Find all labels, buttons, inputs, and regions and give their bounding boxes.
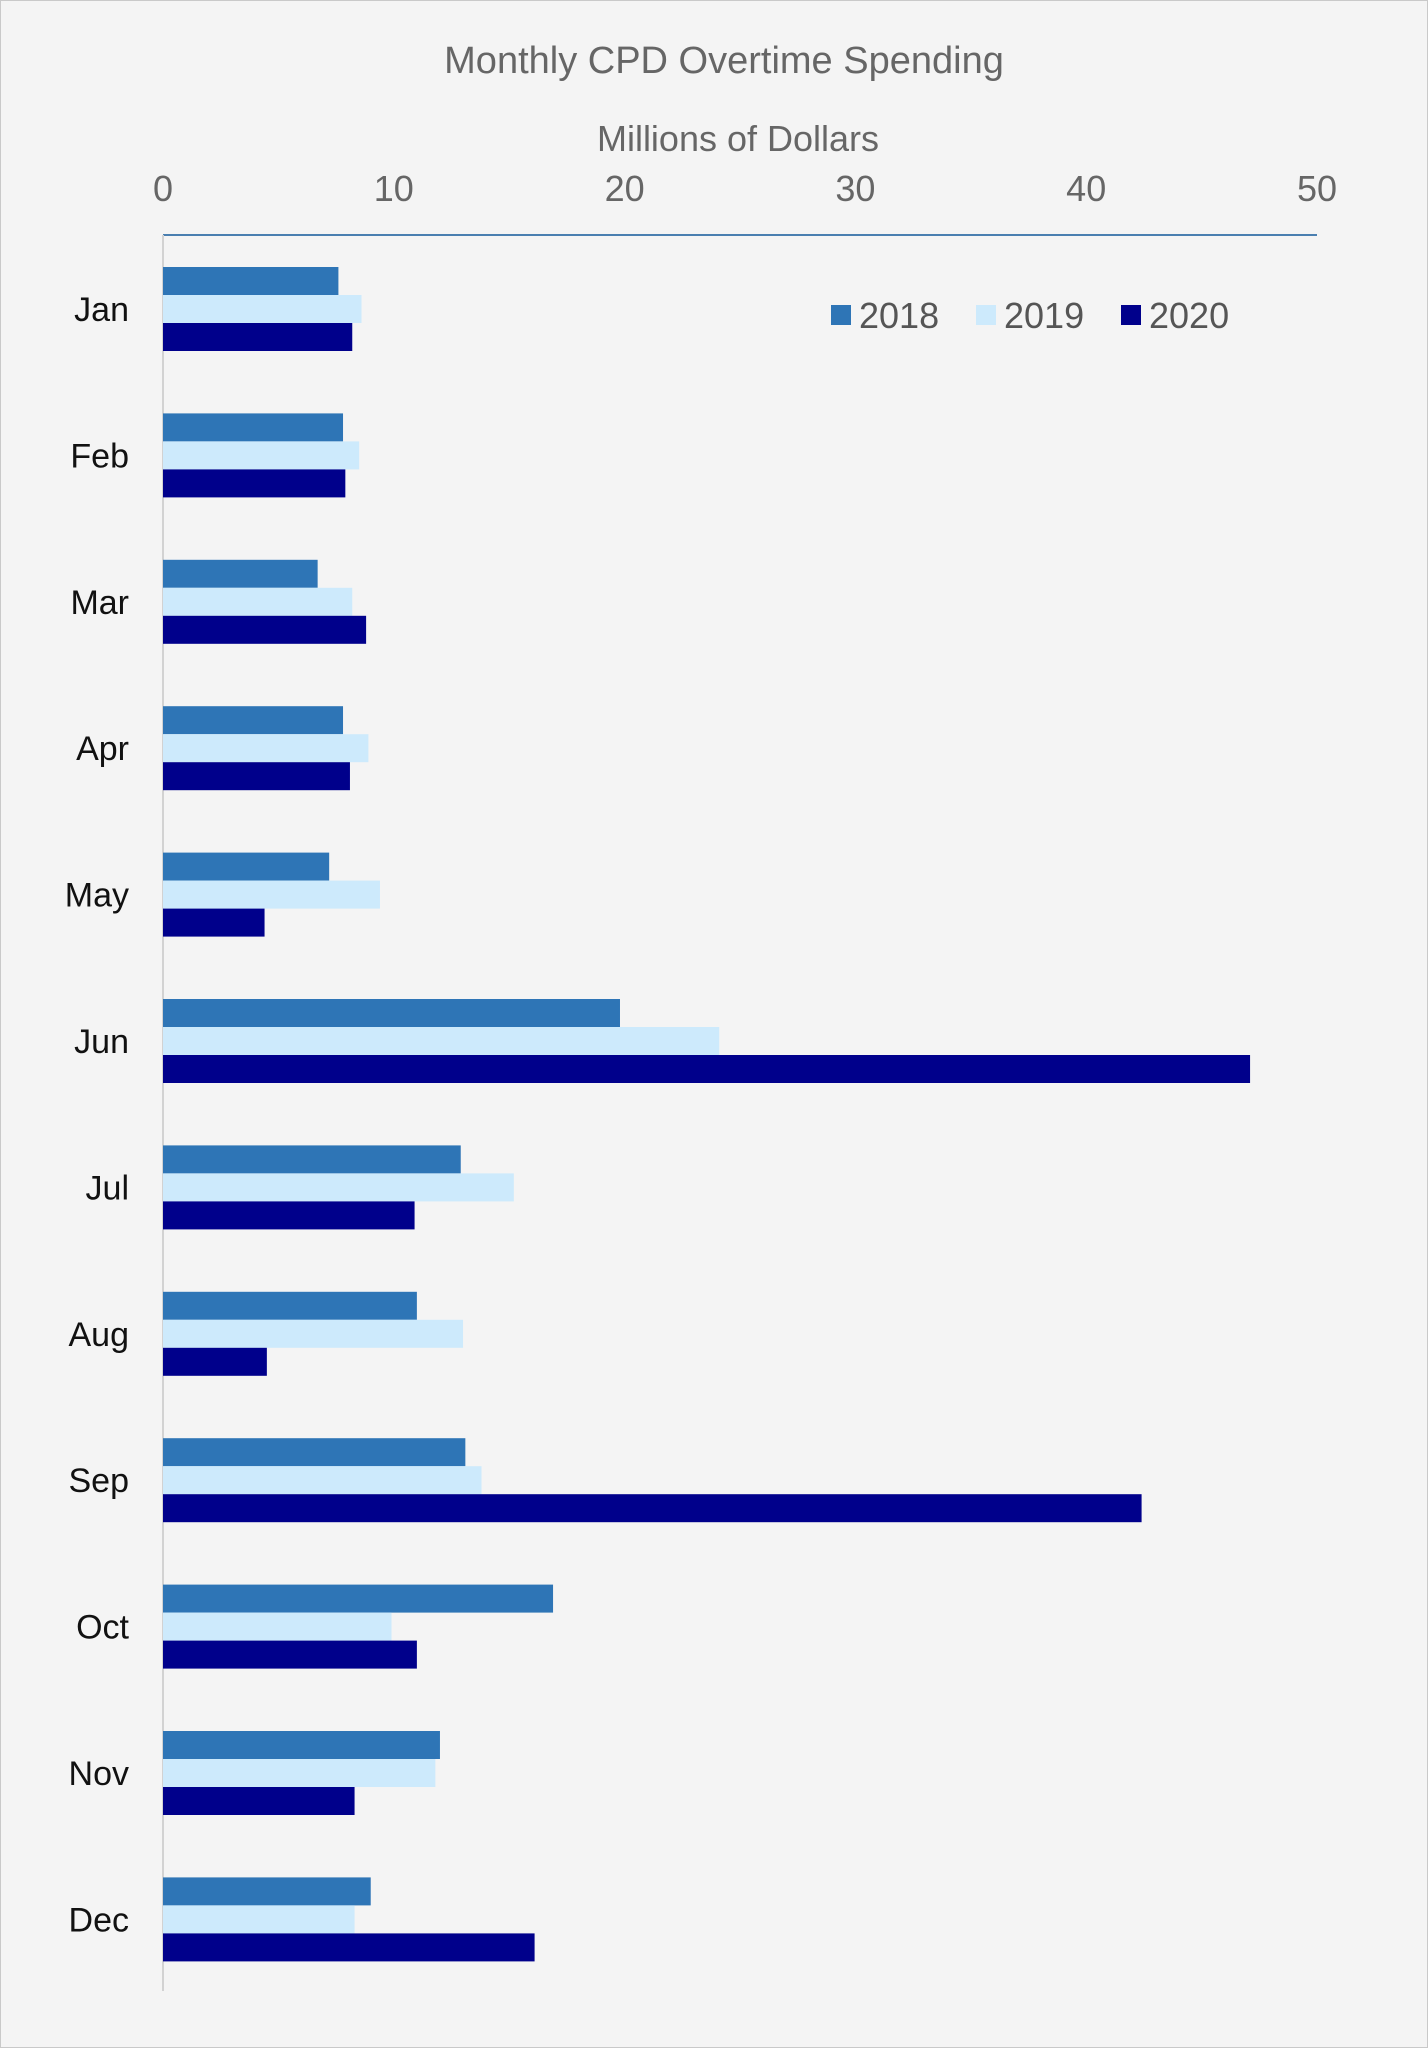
- bars-group: [163, 267, 1251, 1962]
- bar: [163, 323, 353, 351]
- bar: [163, 1291, 417, 1320]
- bar: [163, 469, 346, 498]
- legend-label: 2018: [859, 295, 939, 336]
- bar: [163, 1319, 464, 1348]
- category-label: May: [65, 877, 129, 915]
- bar: [163, 1466, 482, 1495]
- legend-label: 2020: [1149, 295, 1229, 336]
- bar: [163, 1877, 371, 1906]
- bar: [163, 1438, 466, 1467]
- legend-swatch: [1121, 305, 1141, 325]
- bar: [163, 734, 369, 763]
- x-tick-label: 0: [153, 168, 173, 209]
- bar: [163, 1055, 1251, 1083]
- bar: [163, 1933, 535, 1962]
- category-label: Mar: [70, 584, 129, 622]
- bar: [163, 441, 360, 470]
- category-label: Nov: [69, 1755, 129, 1793]
- bar: [163, 1347, 267, 1376]
- bar: [163, 908, 265, 937]
- bar: [163, 1787, 355, 1815]
- bar: [163, 762, 350, 791]
- bar: [163, 1640, 417, 1669]
- legend: 2018 2019 2020: [831, 295, 1229, 336]
- category-label: Jul: [86, 1169, 129, 1207]
- bar: [163, 706, 344, 735]
- bar: [163, 1145, 461, 1174]
- legend-label: 2019: [1004, 295, 1084, 336]
- bar: [163, 1584, 554, 1613]
- category-label: Aug: [69, 1316, 130, 1354]
- bar: [163, 1612, 392, 1641]
- bar: [163, 413, 344, 442]
- category-label: Sep: [69, 1462, 130, 1500]
- x-tick-label: 20: [605, 168, 645, 209]
- x-tick-label: 40: [1066, 168, 1106, 209]
- bar: [163, 852, 330, 881]
- x-axis-ticks: 0 10 20 30 40 50: [153, 168, 1337, 209]
- category-label: Jan: [74, 291, 129, 329]
- bar: [163, 1027, 720, 1055]
- bar: [163, 615, 367, 644]
- bar: [163, 1173, 514, 1202]
- bar: [163, 1731, 440, 1759]
- x-tick-label: 50: [1297, 168, 1337, 209]
- x-tick-label: 30: [835, 168, 875, 209]
- bar: [163, 1201, 415, 1230]
- bar: [163, 1759, 436, 1787]
- bar: [163, 587, 353, 616]
- bar: [163, 267, 339, 295]
- category-label: Feb: [70, 437, 129, 475]
- bar: [163, 559, 318, 588]
- category-label: Dec: [69, 1901, 129, 1939]
- chart-title: Monthly CPD Overtime Spending: [444, 40, 1004, 82]
- category-label: Apr: [76, 730, 129, 768]
- bar: [163, 999, 620, 1027]
- category-labels: Jan Feb Mar Apr May Jun Jul Aug Sep Oct Nov Dec: [65, 291, 130, 1939]
- legend-swatch: [831, 305, 851, 325]
- bar: [163, 880, 380, 909]
- legend-swatch: [976, 305, 996, 325]
- category-label: Jun: [74, 1023, 129, 1061]
- bar: [163, 1494, 1142, 1523]
- x-tick-label: 10: [374, 168, 414, 209]
- category-label: Oct: [76, 1609, 129, 1647]
- x-axis-title: Millions of Dollars: [597, 118, 879, 159]
- bar: [163, 295, 362, 323]
- bar: [163, 1905, 355, 1934]
